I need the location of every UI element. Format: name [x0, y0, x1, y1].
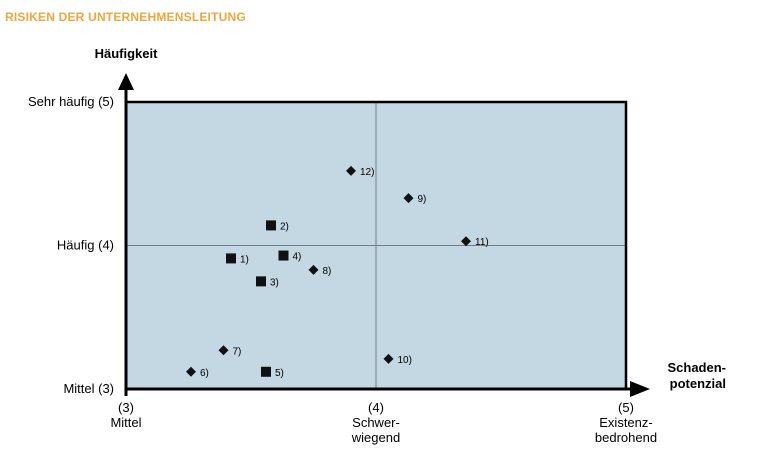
y-tick-label: Mittel (3) — [63, 381, 114, 396]
square-marker — [261, 366, 271, 377]
diamond-marker — [308, 264, 319, 275]
y-axis-arrow-icon — [118, 73, 134, 90]
diamond-marker — [461, 236, 471, 247]
x-tick-label: (4) Schwer-wiegend — [351, 400, 400, 445]
point-label: 9) — [418, 194, 427, 205]
x-axis-arrow-icon — [630, 381, 650, 397]
diamond-marker — [346, 165, 356, 176]
y-tick-label: Häufig (4) — [57, 238, 114, 253]
point-label: 12) — [360, 167, 374, 178]
x-axis-label: Schaden-potenzial — [667, 360, 726, 391]
page-title: RISIKEN DER UNTERNEHMENSLEITUNG — [5, 10, 246, 24]
point-label: 10) — [398, 355, 412, 366]
grid-lines — [126, 102, 626, 389]
x-tick-label: (5) Existenz-bedrohend — [595, 400, 657, 445]
x-tick-labels: (3) Mittel (4) Schwer-wiegend (5) Existenz-be… — [110, 400, 657, 445]
point-label: 11) — [475, 237, 489, 248]
square-marker — [266, 220, 276, 231]
diamond-marker — [403, 193, 414, 204]
point-label: 1) — [240, 254, 249, 265]
x-tick-label: (3) Mittel — [110, 400, 141, 430]
point-label: 3) — [270, 277, 279, 288]
data-points: 1) 2) 3) 4) 5) 6) 7) 8) 9) 10) 11) 12) — [186, 165, 489, 379]
point-label: 8) — [323, 266, 332, 277]
point-label: 5) — [275, 368, 284, 379]
square-marker — [226, 253, 236, 264]
y-tick-labels: Mittel (3) Häufig (4) Sehr häufig (5) — [28, 94, 114, 396]
point-label: 2) — [280, 221, 289, 232]
diamond-marker — [383, 353, 394, 364]
diamond-marker — [218, 345, 229, 356]
diamond-marker — [186, 366, 196, 377]
point-label: 7) — [233, 346, 242, 357]
point-label: 4) — [293, 252, 302, 263]
point-label: 6) — [200, 368, 209, 379]
y-axis-label: Häufigkeit — [95, 46, 159, 61]
square-marker — [278, 250, 289, 261]
y-tick-label: Sehr häufig (5) — [28, 94, 114, 109]
square-marker — [256, 276, 266, 287]
